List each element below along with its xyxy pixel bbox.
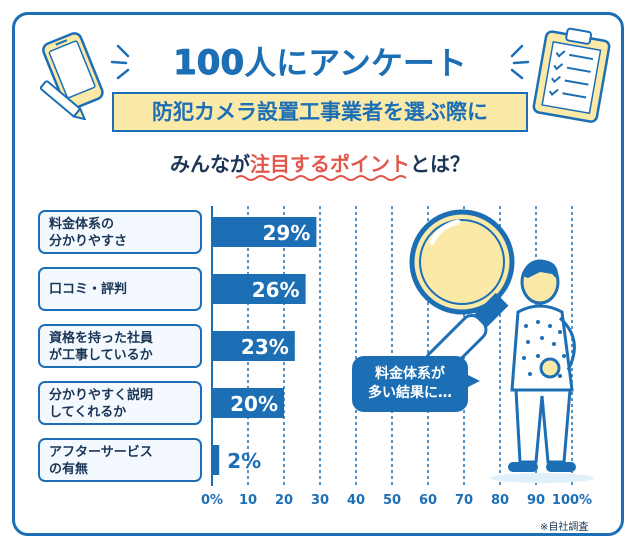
bar-value-label: 29% bbox=[263, 221, 311, 245]
category-label: 分かりやすく説明 してくれるか bbox=[38, 381, 202, 425]
highlight-wave-underline bbox=[236, 175, 407, 181]
x-tick-label: 0% bbox=[201, 493, 223, 508]
bar bbox=[212, 274, 306, 304]
bar bbox=[212, 388, 284, 418]
category-label: アフターサービス の有無 bbox=[38, 438, 202, 482]
ribbon-text: 防犯カメラ設置工事業者を選ぶ際に bbox=[152, 100, 488, 124]
sparkle-lines bbox=[110, 44, 530, 80]
x-tick-label: 30 bbox=[311, 493, 329, 508]
bar-value-label: 20% bbox=[230, 392, 278, 416]
x-tick-label: 70 bbox=[455, 493, 473, 508]
smartphone-pencil-icon bbox=[39, 32, 104, 120]
survey-credit: ※自社調査 bbox=[540, 522, 589, 533]
ribbon-banner bbox=[112, 92, 528, 132]
bar-value-label: 26% bbox=[252, 278, 300, 302]
person-magnifier-illustration bbox=[409, 209, 594, 483]
subheading: みんなが注目するポイントとは？ bbox=[0, 148, 640, 177]
x-tick-label: 10 bbox=[239, 493, 257, 508]
subhead-post: とは？ bbox=[410, 152, 470, 176]
bar bbox=[212, 445, 220, 475]
speech-bubble: 料金体系が 多い結果に… bbox=[352, 356, 468, 412]
bar bbox=[212, 217, 317, 247]
x-tick-label: 50 bbox=[383, 493, 401, 508]
subhead-pre: みんなが bbox=[170, 152, 250, 176]
category-label: 資格を持った社員 が工事しているか bbox=[38, 324, 202, 368]
bar-value-label: 23% bbox=[241, 335, 289, 359]
x-tick-label: 20 bbox=[275, 493, 293, 508]
clipboard-checklist-icon bbox=[532, 27, 611, 123]
bar bbox=[212, 331, 295, 361]
category-label: 料金体系の 分かりやすさ bbox=[38, 210, 202, 254]
speech-bubble-tail bbox=[466, 374, 480, 388]
category-label: 口コミ・評判 bbox=[38, 267, 202, 311]
headline: 100人にアンケート bbox=[0, 38, 640, 84]
bar-value-label: 2% bbox=[227, 449, 261, 473]
headline-text: 人にアンケート bbox=[244, 44, 467, 82]
x-tick-label: 60 bbox=[419, 493, 437, 508]
headline-number: 100 bbox=[173, 43, 245, 84]
x-tick-label: 90 bbox=[527, 493, 545, 508]
x-tick-label: 40 bbox=[347, 493, 365, 508]
x-tick-label: 100% bbox=[552, 493, 592, 508]
subhead-highlight: 注目するポイント bbox=[250, 152, 410, 176]
x-tick-label: 80 bbox=[491, 493, 509, 508]
